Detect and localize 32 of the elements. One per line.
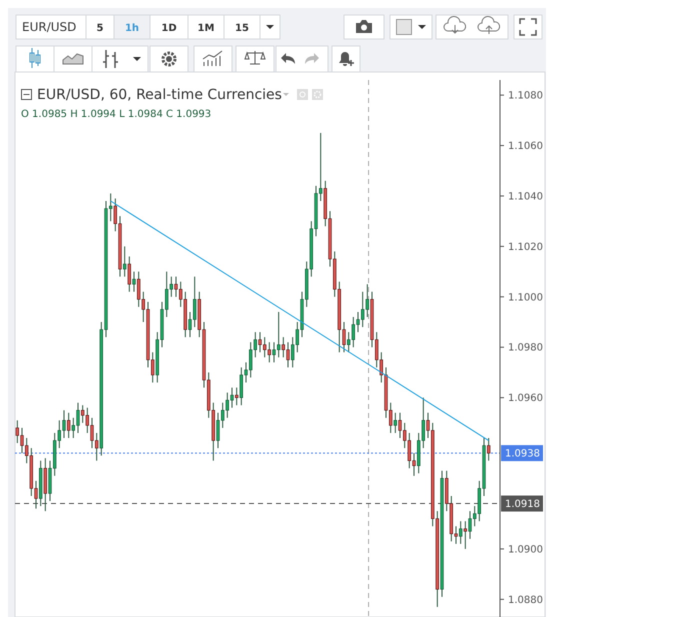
- candlestick: [486, 438, 490, 462]
- ref-line-label: 1.0918: [505, 499, 540, 510]
- y-tick-label: 1.0980: [508, 342, 543, 354]
- candlestick: [234, 387, 238, 406]
- candlestick: [66, 412, 70, 438]
- text: EUR/USD, 60, Real-time Currencies: [37, 87, 282, 103]
- text: EUR/USD: [22, 20, 76, 34]
- candlestick: [240, 366, 244, 406]
- y-tick-label: 1.0960: [508, 393, 543, 404]
- text: 5: [96, 23, 104, 34]
- candlestick: [192, 276, 196, 328]
- text: 1h: [124, 23, 140, 34]
- ref-line-label: 1.0938: [505, 448, 540, 460]
- text: 1M: [198, 23, 214, 34]
- y-tick-label: 1.1060: [508, 141, 543, 152]
- y-tick-label: 1.0900: [508, 544, 543, 556]
- candlestick: [122, 246, 126, 278]
- y-tick-label: 1.1040: [508, 191, 543, 202]
- text: 1D: [161, 23, 177, 34]
- y-tick-label: 1.1080: [508, 90, 543, 102]
- candlestick: [394, 412, 398, 434]
- text: O 1.0985 H 1.0994 L 1.0984 C 1.0993: [21, 109, 212, 120]
- candlestick: [458, 520, 462, 544]
- text: 15: [235, 23, 249, 34]
- candlestick: [276, 311, 280, 358]
- y-tick-label: 1.0880: [508, 594, 543, 606]
- y-tick-label: 1.1020: [508, 242, 543, 253]
- candlestick: [464, 520, 468, 550]
- candlestick: [16, 420, 20, 444]
- candlestick: [128, 256, 132, 292]
- candlestick: [282, 336, 286, 358]
- y-tick-label: 1.1000: [508, 292, 543, 304]
